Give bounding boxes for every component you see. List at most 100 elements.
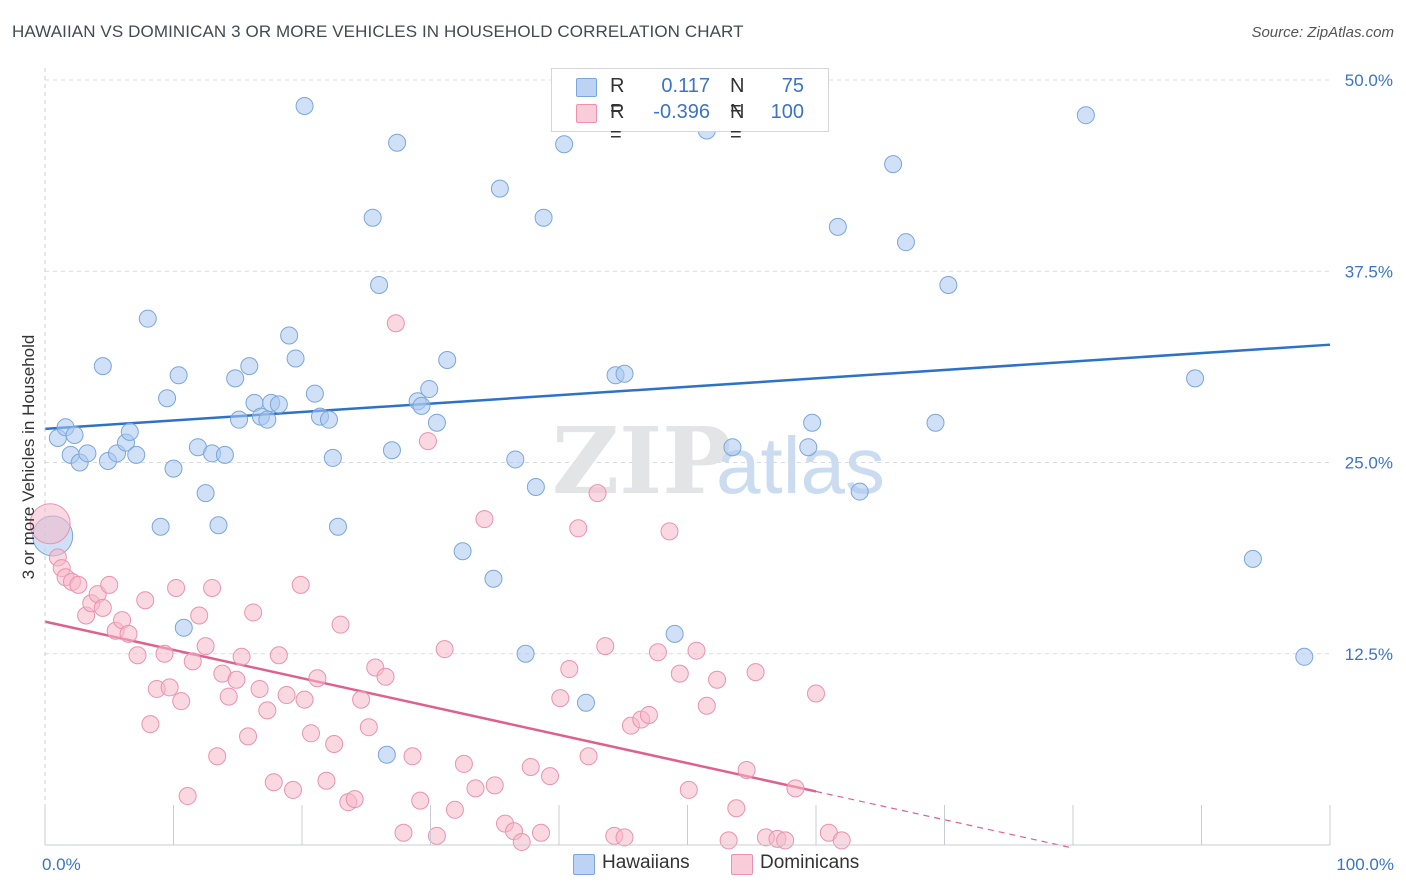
dominican-point [29,503,71,545]
dominican-point [521,757,540,776]
dominican-point [697,696,716,715]
hawaiian-point [295,97,314,116]
dominican-point [345,790,364,809]
hawaiian-point [382,441,401,460]
r-label: R = [610,75,625,120]
hawaiian-point [215,445,234,464]
hawaiian-point [138,309,157,328]
dominican-point [178,787,197,806]
dominican-point [560,660,579,679]
hawaiian-point [319,410,338,429]
dominican-point [239,727,258,746]
dominican-point [325,735,344,754]
dominican-point [359,718,378,737]
y-tick-label: 37.5% [1345,262,1393,281]
source-credit: Source: ZipAtlas.com [1251,24,1394,41]
axes: 12.5% 25.0% 37.5% 50.0% 0.0% 100.0% [42,68,1394,874]
hawaiian-point [665,624,684,643]
dominican-point [466,779,485,798]
dominican-point [746,663,765,682]
dominican-point [227,670,246,689]
n-value: 75 [781,75,804,97]
hawaiian-point [850,482,869,501]
grid-lines [45,79,1330,655]
hawaiian-point [240,357,259,376]
hawaiian-point [1295,647,1314,666]
y-tick-label: 25.0% [1345,454,1393,473]
dominican-point [679,780,698,799]
hawaiian-point [896,233,915,252]
hawaiian-point [1076,106,1095,125]
dominican-point [454,754,473,773]
dominican-point [541,767,560,786]
dominican-point [244,603,263,622]
r-value: -0.396 [653,101,710,123]
dominican-point [352,690,371,709]
hawaiian-point [420,380,439,399]
dominican-point [232,647,251,666]
dominican-point [475,510,494,529]
dominican-point [445,800,464,819]
n-value: 100 [770,101,804,123]
dominican-point [183,652,202,671]
y-tick-label: 50.0% [1345,71,1393,90]
hawaiian-point [78,444,97,463]
hawaiian-point [328,517,347,536]
dominican-point [386,314,405,333]
hawaiian-point [1186,369,1205,388]
chart-title: HAWAIIAN VS DOMINICAN 3 OR MORE VEHICLES… [12,22,744,41]
hawaiian-point [576,693,595,712]
dominican-point [269,646,288,665]
dominicans-swatch [576,104,597,123]
dominican-point [376,667,395,686]
dominican-point [167,578,186,597]
dominican-point [100,575,119,594]
dominican-point [512,832,531,851]
correlation-legend: R = 0.117 N = 75 R = -0.396 N = 100 [551,68,829,146]
series-legend: Hawaiians Dominicans [0,852,1406,878]
dominicans-swatch [731,854,753,875]
hawaiian-point [438,350,457,369]
hawaiian-point [555,135,574,154]
hawaiian-point [209,516,228,535]
hawaiian-point [884,155,903,174]
dominican-point [579,747,598,766]
hawaiian-point [280,326,299,345]
dominican-point [160,678,179,697]
hawaiian-point [158,389,177,408]
dominican-point [331,615,350,634]
hawaiian-point [377,745,396,764]
hawaiian-point [484,569,503,588]
n-label: N = [730,75,745,120]
dominican-point [69,575,88,594]
y-tick-label: 12.5% [1345,645,1393,664]
dominican-point [394,823,413,842]
hawaiian-point [803,413,822,432]
dominican-point [588,484,607,503]
dominican-point [295,690,314,709]
hawaiian-point [939,276,958,295]
dominican-point [155,644,174,663]
watermark-zip: ZIP [552,407,731,515]
dominican-point [196,637,215,656]
hawaiian-point [269,395,288,414]
legend-label: Dominicans [760,852,860,873]
hawaiian-point [615,364,634,383]
dominican-point [832,831,851,850]
hawaiian-point [534,208,553,227]
hawaiian-point [127,445,146,464]
dominican-point [719,831,738,850]
dominican-point [277,686,296,705]
n-label: N = [730,101,745,146]
hawaiian-point [427,413,446,432]
dominican-point [727,799,746,818]
hawaiian-point [723,438,742,457]
dominican-point [317,771,336,790]
hawaiian-point [516,644,535,663]
dominican-point [737,761,756,780]
dominican-point [648,643,667,662]
hawaiian-point [490,179,509,198]
hawaiians-swatch [573,854,595,875]
hawaiians-swatch [576,78,597,97]
